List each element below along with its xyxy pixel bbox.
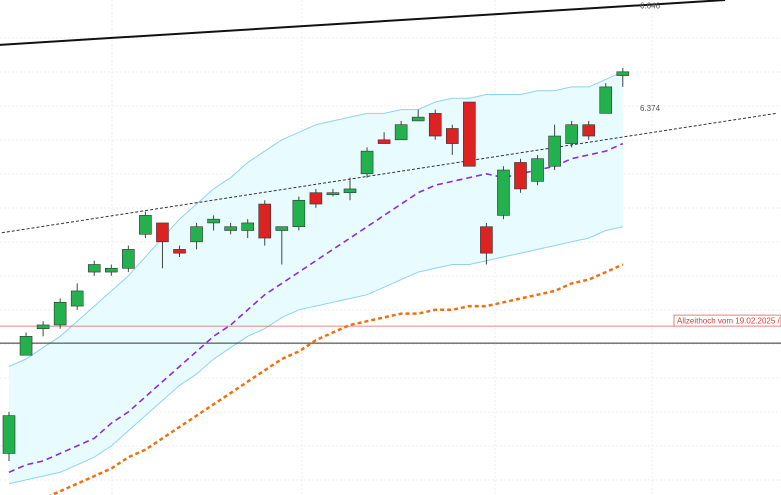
candle-14 — [241, 219, 254, 239]
candle-8 — [139, 211, 152, 239]
candle-body — [2, 415, 16, 454]
candle-body — [480, 226, 493, 254]
candle-7 — [122, 245, 135, 273]
candle-body — [411, 116, 425, 122]
candle-31 — [531, 154, 544, 186]
candle-body — [258, 203, 272, 239]
candle-body — [87, 264, 101, 273]
candle-body — [190, 226, 203, 243]
candle-body — [139, 215, 152, 235]
candle-body — [156, 222, 169, 243]
all-time-high-label-box — [673, 314, 781, 327]
candle-body — [548, 135, 561, 167]
candle-body — [173, 249, 186, 254]
candle-body — [53, 301, 67, 326]
candle-34 — [582, 120, 596, 140]
candle-10 — [173, 245, 186, 257]
candle-body — [19, 335, 33, 356]
candle-23 — [394, 120, 408, 141]
candle-body — [292, 199, 306, 228]
candle-20 — [343, 177, 357, 201]
price-label-upper: 6.646 — [640, 1, 661, 10]
candle-body — [599, 86, 613, 114]
candle-24 — [411, 109, 425, 122]
candle-28 — [480, 222, 493, 265]
candle-body — [241, 222, 254, 231]
price-label-lower: 6.374 — [640, 104, 661, 113]
upper-trend-line — [0, 0, 726, 46]
candle-body — [616, 71, 630, 76]
candle-18 — [309, 188, 323, 208]
candle-2 — [36, 321, 50, 337]
candle-body — [343, 188, 357, 194]
candle-22 — [377, 132, 391, 144]
candle-26 — [445, 124, 459, 155]
candle-15 — [258, 200, 272, 246]
bollinger-band — [9, 71, 623, 484]
candle-body — [207, 218, 220, 224]
candle-6 — [105, 264, 118, 276]
candle-body — [377, 139, 391, 144]
candle-body — [70, 290, 84, 307]
all-time-high-label: Allzeithoch vom 19.02.2025 / — [673, 314, 781, 327]
bollinger-upper-line — [8, 71, 624, 367]
candle-35 — [599, 83, 613, 114]
candle-0 — [2, 411, 16, 461]
candle-33 — [565, 120, 578, 148]
candle-body — [224, 226, 237, 231]
candle-29 — [497, 166, 510, 220]
candle-25 — [428, 109, 442, 140]
candle-body — [326, 192, 340, 196]
candle-32 — [548, 124, 561, 171]
bollinger-lower-line — [8, 226, 623, 485]
candle-body — [514, 162, 527, 190]
candle-4 — [70, 283, 84, 310]
candle-body — [497, 169, 510, 216]
candles — [2, 68, 630, 461]
moving-average-long — [48, 263, 624, 495]
candle-30 — [514, 158, 527, 193]
candle-body — [531, 158, 544, 182]
candle-body — [275, 226, 289, 231]
candle-16 — [275, 226, 289, 265]
candle-body — [105, 267, 118, 273]
candle-body — [463, 101, 476, 167]
candle-body — [309, 192, 323, 205]
candle-body — [428, 113, 442, 137]
candle-9 — [156, 222, 169, 269]
candle-body — [122, 249, 135, 269]
candle-17 — [292, 196, 306, 231]
candle-11 — [190, 222, 203, 250]
candle-13 — [224, 222, 237, 235]
candle-body — [582, 124, 596, 137]
candle-1 — [19, 332, 33, 356]
candle-21 — [360, 147, 374, 178]
all-time-high-label-text: Allzeithoch vom 19.02.2025 / — [677, 317, 781, 326]
candle-27 — [463, 101, 476, 167]
candle-3 — [53, 298, 67, 329]
candle-36 — [616, 68, 630, 87]
candle-body — [445, 128, 459, 144]
candle-body — [360, 150, 374, 175]
candle-19 — [326, 188, 340, 197]
candle-5 — [87, 260, 101, 276]
candle-body — [394, 124, 408, 141]
candle-body — [36, 324, 50, 330]
candle-body — [565, 124, 578, 144]
lower-trend-line — [0, 112, 777, 234]
candle-12 — [207, 215, 220, 231]
